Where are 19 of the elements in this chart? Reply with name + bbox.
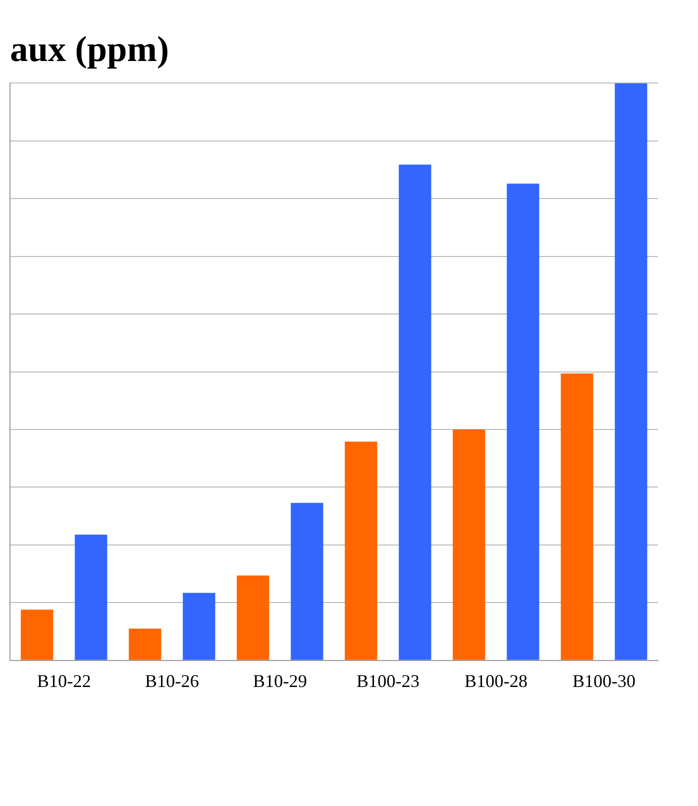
x-tick-label: B100-30: [572, 670, 636, 691]
bar: [20, 610, 54, 660]
bar: [182, 592, 216, 660]
bar: [344, 442, 378, 660]
bar: [290, 502, 324, 660]
x-tick-label: B10-26: [145, 670, 199, 691]
bar: [398, 164, 432, 660]
bar: [452, 430, 486, 660]
x-tick-label: B10-29: [253, 670, 307, 691]
bar: [236, 576, 270, 660]
bar: [128, 628, 162, 660]
bar: [506, 184, 540, 660]
bar: [74, 534, 108, 660]
x-tick-label: B10-22: [37, 670, 91, 691]
x-tick-label: B100-23: [356, 670, 420, 691]
chart-title: aux (ppm): [10, 28, 170, 69]
bar: [560, 374, 594, 660]
bar: [614, 83, 648, 660]
x-tick-label: B100-28: [464, 670, 528, 691]
